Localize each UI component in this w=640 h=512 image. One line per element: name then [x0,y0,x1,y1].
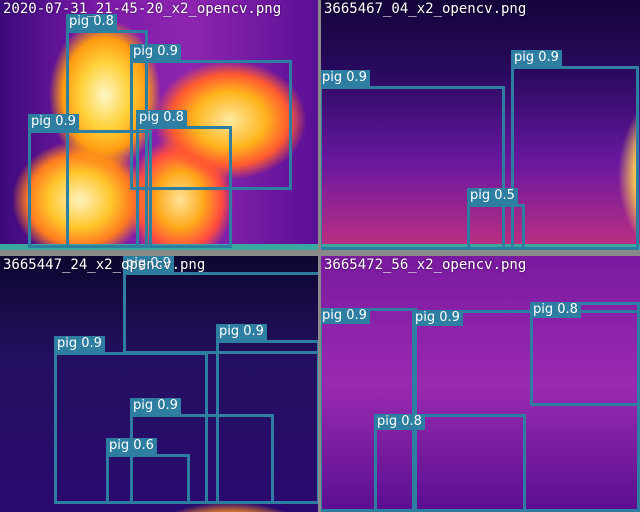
detection-label: pig 0.5 [467,188,518,204]
image-filename: 3665472_56_x2_opencv.png [324,257,527,273]
image-tile-1: pig 0.8 pig 0.9 pig 0.9 pig 0.8 2020-07-… [0,0,318,250]
detection-box: pig 0.9 [321,70,505,250]
detection-box: pig 0.9 [321,308,417,512]
detection-label: pig 0.8 [136,110,187,126]
detection-label: pig 0.9 [321,308,370,324]
detection-box: pig 0.5 [467,188,525,250]
detection-label: pig 0.9 [123,256,174,272]
detection-label: pig 0.9 [321,70,370,86]
image-tile-2: pig 0.9 pig 0.9 pig 0.5 3665467_04_x2_op… [321,0,640,250]
detection-box: pig 0.8 [374,414,526,512]
detection-label: pig 0.9 [412,310,463,326]
detection-box: pig 0.9 [123,256,318,354]
detection-label: pig 0.9 [130,44,181,60]
detection-box: pig 0.9 [130,44,292,190]
detection-box: pig 0.9 [511,50,639,250]
detection-label: pig 0.8 [530,302,581,318]
detection-label: pig 0.9 [511,50,562,66]
detection-label: pig 0.9 [28,114,79,130]
image-filename: 3665467_04_x2_opencv.png [324,1,527,17]
detection-box: pig 0.8 [136,110,232,248]
thermal-image [321,0,640,250]
detection-label: pig 0.9 [216,324,267,340]
detection-label: pig 0.8 [374,414,425,430]
image-tile-4: pig 0.9 pig 0.9 pig 0.8 pig 0.8 3665472_… [321,256,640,512]
detection-box: pig 0.6 [106,438,190,504]
image-filename: 2020-07-31_21-45-20_x2_opencv.png [3,1,282,17]
detection-label: pig 0.9 [54,336,105,352]
image-tile-3: pig 0.9 pig 0.9 pig 0.9 pig 0.9 pig 0.6 … [0,256,318,512]
image-filename: 3665447_24_x2_opencv.png [3,257,206,273]
detection-box: pig 0.8 [530,302,640,406]
detection-box: pig 0.9 [130,398,274,504]
thermal-image [0,256,318,512]
detection-box: pig 0.9 [28,114,152,248]
detection-box: pig 0.9 [412,310,640,512]
detection-label: pig 0.6 [106,438,157,454]
detection-label: pig 0.9 [130,398,181,414]
detection-label: pig 0.8 [66,14,117,30]
